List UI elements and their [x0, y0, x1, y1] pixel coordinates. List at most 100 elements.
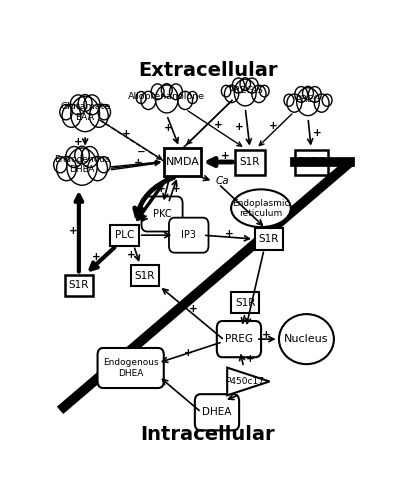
Circle shape: [260, 86, 269, 97]
Text: Glutamate
EAA: Glutamate EAA: [60, 102, 110, 122]
FancyArrowPatch shape: [135, 178, 174, 216]
Circle shape: [303, 86, 313, 100]
Circle shape: [156, 85, 178, 113]
Circle shape: [90, 104, 108, 128]
FancyBboxPatch shape: [295, 150, 328, 174]
Text: S1R: S1R: [240, 157, 260, 167]
Text: GABA: GABA: [296, 157, 326, 167]
Text: DHEA: DHEA: [202, 408, 232, 418]
Circle shape: [98, 104, 111, 120]
Circle shape: [66, 146, 83, 168]
Text: −: −: [137, 146, 146, 156]
Ellipse shape: [279, 314, 334, 364]
Text: Endoplasmic
reticulum: Endoplasmic reticulum: [232, 198, 290, 218]
Text: NMDA: NMDA: [166, 157, 199, 167]
Text: Endogenous
DHEA: Endogenous DHEA: [54, 155, 110, 174]
Circle shape: [308, 86, 321, 102]
Circle shape: [178, 92, 192, 110]
Text: Alloprenanolone: Alloprenanolone: [128, 92, 205, 101]
Text: PKC: PKC: [153, 209, 171, 219]
Text: Endogenous
DHEA: Endogenous DHEA: [103, 358, 158, 378]
Circle shape: [234, 79, 256, 106]
Circle shape: [314, 94, 329, 112]
Text: S1R: S1R: [235, 298, 256, 308]
Circle shape: [287, 94, 302, 112]
Text: +: +: [157, 184, 166, 194]
Circle shape: [84, 95, 100, 115]
Circle shape: [57, 156, 77, 180]
Text: PLC: PLC: [115, 230, 134, 240]
Text: +: +: [262, 330, 271, 340]
Text: S1R: S1R: [69, 280, 89, 290]
Text: +: +: [246, 354, 255, 364]
Text: +: +: [134, 158, 142, 168]
Text: S1R: S1R: [258, 234, 279, 244]
Circle shape: [141, 92, 156, 110]
Text: Ca: Ca: [215, 176, 229, 186]
Text: IP3: IP3: [181, 230, 196, 240]
Text: PREG: PREG: [295, 95, 321, 104]
Polygon shape: [227, 368, 270, 396]
Circle shape: [60, 104, 72, 120]
FancyBboxPatch shape: [231, 292, 259, 313]
Circle shape: [151, 84, 164, 100]
Ellipse shape: [231, 190, 291, 227]
FancyBboxPatch shape: [131, 265, 159, 286]
Text: +: +: [234, 122, 243, 132]
Text: Nucleus: Nucleus: [284, 334, 329, 344]
Circle shape: [170, 84, 182, 100]
Circle shape: [296, 88, 320, 116]
Circle shape: [252, 85, 266, 102]
Text: +: +: [127, 250, 136, 260]
Text: Intracellular: Intracellular: [140, 424, 275, 444]
Circle shape: [295, 86, 308, 102]
Circle shape: [161, 84, 172, 97]
FancyBboxPatch shape: [217, 321, 261, 357]
Text: +: +: [269, 121, 278, 131]
FancyBboxPatch shape: [65, 274, 93, 296]
Text: +: +: [74, 137, 83, 147]
Circle shape: [240, 78, 250, 90]
Text: +: +: [224, 229, 233, 239]
Circle shape: [70, 95, 86, 115]
FancyBboxPatch shape: [195, 394, 239, 430]
FancyBboxPatch shape: [164, 148, 200, 176]
Circle shape: [67, 148, 97, 185]
Text: Extracellular: Extracellular: [138, 62, 277, 80]
Text: +: +: [164, 123, 173, 133]
Circle shape: [87, 156, 107, 180]
Circle shape: [188, 92, 197, 104]
Circle shape: [71, 96, 100, 132]
Circle shape: [136, 92, 146, 104]
Text: +: +: [136, 212, 145, 222]
FancyBboxPatch shape: [255, 228, 283, 250]
Circle shape: [224, 85, 239, 102]
Circle shape: [75, 146, 89, 164]
FancyBboxPatch shape: [98, 348, 164, 388]
Circle shape: [222, 86, 231, 97]
Circle shape: [246, 78, 258, 93]
Text: +: +: [184, 348, 193, 358]
Text: S1R: S1R: [134, 270, 155, 280]
FancyBboxPatch shape: [110, 224, 139, 246]
Circle shape: [232, 78, 245, 93]
Text: PREG-S: PREG-S: [228, 86, 263, 94]
Text: +: +: [122, 130, 130, 140]
FancyBboxPatch shape: [141, 196, 183, 232]
Circle shape: [81, 146, 98, 168]
Text: +: +: [312, 128, 321, 138]
Text: +: +: [92, 252, 100, 262]
Text: PREG: PREG: [225, 334, 253, 344]
Circle shape: [54, 156, 67, 173]
Circle shape: [284, 94, 294, 106]
Text: +: +: [69, 226, 78, 236]
Circle shape: [78, 94, 92, 112]
Circle shape: [322, 94, 332, 106]
Text: +: +: [214, 120, 223, 130]
FancyBboxPatch shape: [235, 150, 265, 174]
Text: +: +: [221, 151, 230, 161]
Circle shape: [97, 156, 110, 173]
Text: +: +: [189, 304, 198, 314]
FancyBboxPatch shape: [169, 218, 209, 252]
Text: P450c17: P450c17: [226, 377, 264, 386]
